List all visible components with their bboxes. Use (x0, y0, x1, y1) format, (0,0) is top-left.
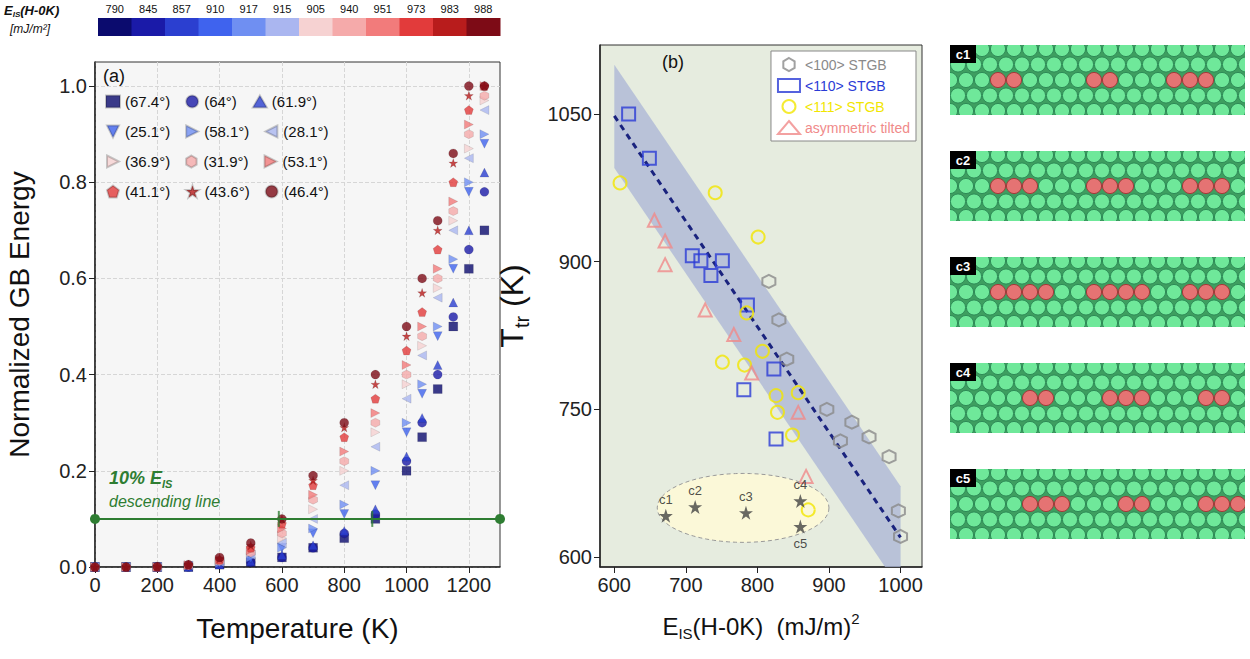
svg-text:(36.9°): (36.9°) (125, 153, 170, 170)
svg-text:0.6: 0.6 (59, 267, 87, 289)
svg-text:c4: c4 (956, 365, 971, 380)
svg-text:2: 2 (851, 610, 859, 627)
svg-text:1.0: 1.0 (59, 75, 87, 97)
svg-text:700: 700 (669, 574, 702, 596)
svg-text:descending line: descending line (109, 493, 220, 510)
svg-text:600: 600 (598, 574, 631, 596)
svg-text:[mJ/m²]: [mJ/m²] (9, 22, 51, 36)
svg-text:(H-0K) (mJ/m): (H-0K) (mJ/m) (693, 613, 852, 640)
svg-text:1000: 1000 (384, 574, 429, 596)
svg-text:<100> STGB: <100> STGB (805, 57, 887, 73)
svg-text:c1: c1 (956, 47, 970, 62)
svg-text:E: E (4, 3, 13, 18)
svg-text:<110> STGB: <110> STGB (805, 78, 886, 94)
svg-text:c3: c3 (739, 489, 753, 504)
svg-text:asymmetric tilted: asymmetric tilted (805, 120, 910, 136)
svg-text:790: 790 (106, 3, 124, 15)
svg-text:c1: c1 (659, 492, 673, 507)
svg-text:951: 951 (374, 3, 392, 15)
svg-text:0.4: 0.4 (59, 364, 87, 386)
svg-text:(46.4°): (46.4°) (284, 183, 329, 200)
svg-text:900: 900 (812, 574, 845, 596)
svg-text:(31.9°): (31.9°) (203, 153, 248, 170)
svg-text:988: 988 (474, 3, 492, 15)
svg-text:(58.1°): (58.1°) (204, 123, 249, 140)
svg-text:Temperature (K): Temperature (K) (196, 613, 398, 644)
svg-text:(a): (a) (103, 66, 125, 86)
svg-text:917: 917 (240, 3, 258, 15)
svg-text:(61.9°): (61.9°) (272, 93, 317, 110)
svg-text:c3: c3 (956, 259, 970, 274)
svg-text:(43.6°): (43.6°) (204, 183, 249, 200)
svg-text:(67.4°): (67.4°) (125, 93, 170, 110)
svg-text:Normalized GB Energy: Normalized GB Energy (4, 171, 35, 457)
svg-text:c5: c5 (793, 536, 807, 551)
svg-text:(41.1°): (41.1°) (125, 183, 170, 200)
svg-text:905: 905 (307, 3, 325, 15)
svg-text:0.2: 0.2 (59, 460, 87, 482)
svg-text:tr: tr (511, 316, 533, 329)
svg-text:900: 900 (559, 251, 592, 273)
svg-text:<111> STGB: <111> STGB (805, 99, 885, 115)
svg-text:c2: c2 (956, 153, 970, 168)
svg-text:T: T (494, 328, 530, 348)
svg-text:10% E: 10% E (109, 468, 163, 488)
svg-text:983: 983 (441, 3, 459, 15)
svg-text:(64°): (64°) (204, 93, 237, 110)
svg-text:1200: 1200 (447, 574, 492, 596)
svg-text:IS: IS (162, 478, 173, 490)
svg-text:750: 750 (559, 398, 592, 420)
svg-text:800: 800 (741, 574, 774, 596)
svg-text:0: 0 (89, 574, 100, 596)
svg-text:1050: 1050 (548, 103, 593, 125)
svg-text:973: 973 (407, 3, 425, 15)
svg-text:(25.1°): (25.1°) (125, 123, 170, 140)
svg-text:915: 915 (273, 3, 291, 15)
svg-text:600: 600 (559, 546, 592, 568)
svg-text:845: 845 (139, 3, 157, 15)
svg-text:0.8: 0.8 (59, 171, 87, 193)
svg-text:800: 800 (328, 574, 361, 596)
svg-text:910: 910 (206, 3, 224, 15)
svg-text:400: 400 (203, 574, 236, 596)
svg-text:940: 940 (340, 3, 358, 15)
svg-text:0.0: 0.0 (59, 556, 87, 578)
svg-text:(53.1°): (53.1°) (283, 153, 328, 170)
svg-text:IS: IS (678, 625, 692, 642)
svg-text:1000: 1000 (878, 574, 923, 596)
svg-text:200: 200 (141, 574, 174, 596)
svg-text:c5: c5 (956, 471, 970, 486)
svg-text:857: 857 (173, 3, 191, 15)
svg-text:(28.1°): (28.1°) (283, 123, 328, 140)
svg-text:c4: c4 (793, 477, 807, 492)
svg-text:600: 600 (265, 574, 298, 596)
svg-text:E: E (662, 613, 678, 640)
svg-text:(H-0K): (H-0K) (20, 3, 59, 18)
svg-text:IS: IS (12, 10, 21, 19)
svg-text:c2: c2 (688, 483, 702, 498)
svg-text:(b): (b) (662, 52, 684, 72)
svg-text:(K): (K) (494, 264, 530, 316)
